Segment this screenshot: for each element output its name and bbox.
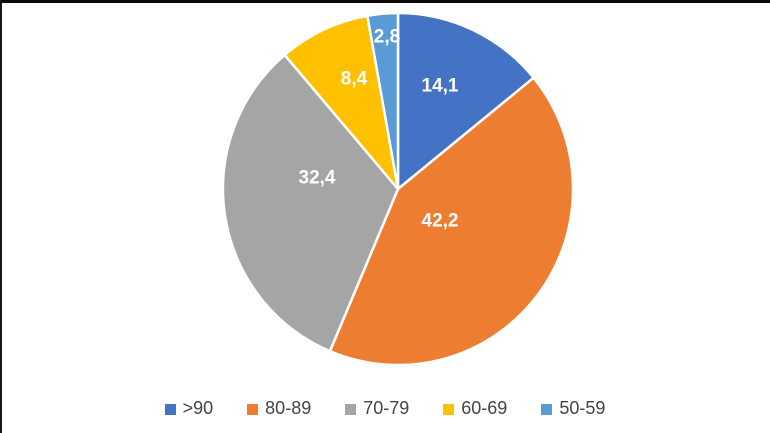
chart-legend: >90 80-89 70-79 60-69 50-59 [0, 399, 770, 419]
pie-chart: 14,1 42,2 32,4 8,4 2,8 [221, 11, 575, 367]
legend-item-70-79: 70-79 [345, 399, 409, 419]
data-label-80-89: 42,2 [422, 211, 459, 232]
data-label->90: 14,1 [422, 76, 459, 97]
legend-item->90: >90 [164, 398, 214, 419]
pie-slice-70-79 [221, 53, 400, 353]
legend-label: 80-89 [265, 398, 312, 418]
left-border-line [0, 0, 2, 433]
data-label-60-69: 8,4 [341, 69, 368, 90]
legend-label: 50-59 [559, 398, 606, 418]
pie-slice->90 [396, 11, 535, 191]
legend-swatch-70-79 [345, 403, 357, 415]
pie-slice-60-69 [283, 14, 400, 191]
legend-label: 70-79 [363, 398, 410, 418]
pie-slice-80-89 [328, 76, 575, 367]
legend-swatch-50-59 [541, 403, 553, 415]
top-border-line [0, 0, 770, 3]
legend-swatch->90 [164, 403, 176, 415]
data-label-50-59: 2,8 [374, 27, 400, 48]
pie-slice-50-59 [366, 11, 400, 191]
legend-item-60-69: 60-69 [443, 399, 507, 419]
legend-label: 60-69 [461, 398, 508, 418]
legend-item-50-59: 50-59 [541, 399, 605, 419]
legend-swatch-80-89 [247, 403, 259, 415]
data-label-70-79: 32,4 [299, 168, 336, 189]
legend-label: >90 [182, 398, 214, 418]
legend-item-80-89: 80-89 [247, 399, 311, 419]
legend-swatch-60-69 [443, 403, 455, 415]
